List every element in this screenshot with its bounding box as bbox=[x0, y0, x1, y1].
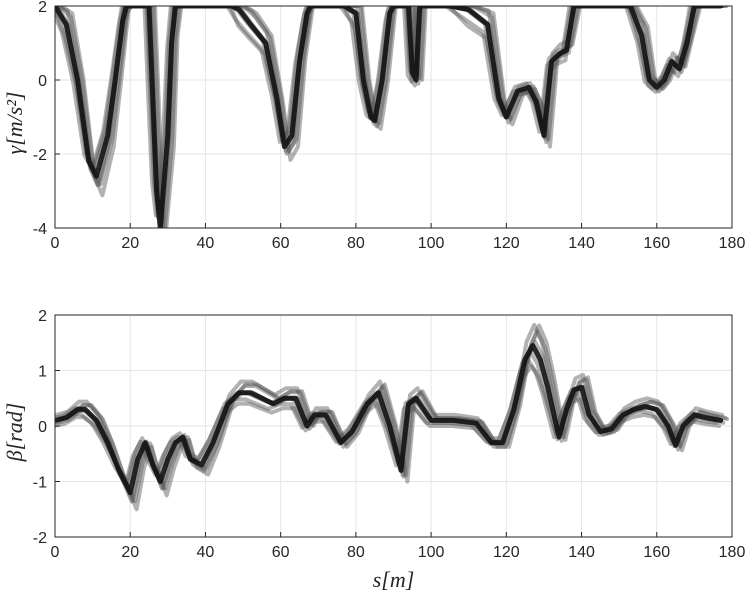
y-tick-label: -2 bbox=[33, 530, 47, 547]
y-tick-label: -2 bbox=[33, 147, 47, 164]
y-tick-label: -1 bbox=[33, 475, 47, 492]
x-tick-label: 180 bbox=[719, 235, 746, 252]
x-tick-label: 180 bbox=[719, 544, 746, 561]
beta-panel: 0 20 40 60 80 100 120 140 160 180 -2 -1 0 1 2 β[rad] s[m… bbox=[2, 308, 745, 592]
gamma-run-line bbox=[57, 6, 728, 228]
x-tick-label: 140 bbox=[568, 235, 595, 252]
y-tick-label: -4 bbox=[33, 221, 47, 238]
x-tick-label: 100 bbox=[418, 235, 445, 252]
gamma-run-line bbox=[59, 6, 729, 228]
gamma-series-group bbox=[55, 6, 729, 228]
x-tick-label: 80 bbox=[347, 235, 365, 252]
beta-ticks: 0 20 40 60 80 100 120 140 160 180 -2 -1 0 1 2 bbox=[33, 308, 746, 561]
y-tick-label: 2 bbox=[38, 0, 47, 16]
beta-x-axis-label: s[m] bbox=[373, 567, 415, 592]
x-tick-label: 60 bbox=[272, 235, 290, 252]
beta-mean-line bbox=[55, 343, 724, 496]
gamma-ticks: 0 20 40 60 80 100 120 140 160 180 -4 -2 0 2 bbox=[33, 0, 746, 252]
beta-series-group bbox=[55, 323, 730, 512]
gamma-panel: 0 20 40 60 80 100 120 140 160 180 -4 -2 0 2 γ[m/s²] bbox=[2, 0, 745, 252]
beta-y-axis-label: β[rad] bbox=[2, 403, 27, 463]
x-tick-label: 120 bbox=[493, 544, 520, 561]
x-tick-label: 40 bbox=[197, 544, 215, 561]
x-tick-label: 120 bbox=[493, 235, 520, 252]
x-tick-label: 40 bbox=[197, 235, 215, 252]
beta-run-line bbox=[59, 323, 730, 512]
x-tick-label: 140 bbox=[568, 544, 595, 561]
x-tick-label: 60 bbox=[272, 544, 290, 561]
x-tick-label: 0 bbox=[51, 235, 60, 252]
y-tick-label: 0 bbox=[38, 419, 47, 436]
x-tick-label: 20 bbox=[121, 235, 139, 252]
gamma-axes-box bbox=[54, 5, 733, 229]
gamma-y-axis-label: γ[m/s²] bbox=[2, 92, 27, 155]
y-tick-label: 2 bbox=[38, 308, 47, 325]
x-tick-label: 80 bbox=[347, 544, 365, 561]
x-tick-label: 160 bbox=[643, 544, 670, 561]
y-tick-label: 0 bbox=[38, 73, 47, 90]
y-tick-label: 1 bbox=[38, 364, 47, 381]
x-tick-label: 100 bbox=[418, 544, 445, 561]
x-tick-label: 160 bbox=[643, 235, 670, 252]
x-tick-label: 0 bbox=[51, 544, 60, 561]
x-tick-label: 20 bbox=[121, 544, 139, 561]
gamma-mean-line bbox=[55, 6, 724, 228]
